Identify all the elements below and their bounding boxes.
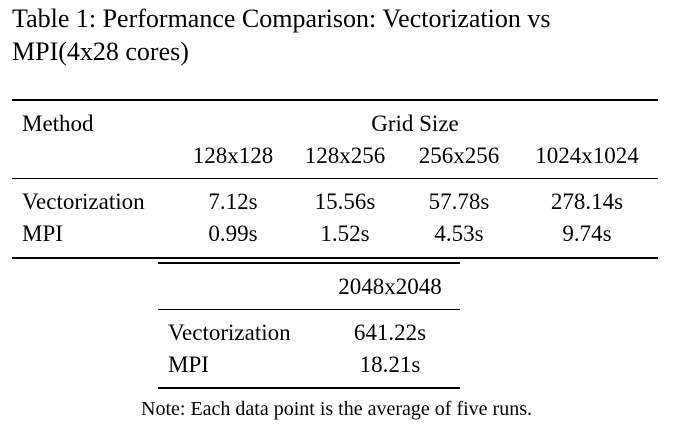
header-rule — [12, 178, 658, 179]
column-header-128x128: 128x128 — [192, 143, 274, 168]
row-vectorization-method: Vectorization — [22, 189, 145, 214]
bottom-rule — [12, 257, 658, 259]
continuation-row-mpi-method: MPI — [168, 352, 209, 377]
row-mpi-256x256: 4.53s — [434, 221, 484, 246]
row-mpi-128x128: 0.99s — [208, 221, 258, 246]
row-mpi-method: MPI — [22, 221, 63, 246]
continuation-header-rule — [158, 309, 460, 310]
continuation-top-rule — [158, 262, 460, 264]
column-header-128x256: 128x256 — [304, 143, 386, 168]
table-caption: Table 1: Performance Comparison: Vectori… — [12, 2, 662, 68]
row-vectorization-128x256: 15.56s — [314, 189, 376, 214]
column-header-2048x2048: 2048x2048 — [338, 274, 442, 299]
column-header-256x256: 256x256 — [418, 143, 500, 168]
caption-line-2: MPI(4x28 cores) — [12, 37, 189, 66]
continuation-bottom-rule — [158, 387, 460, 389]
column-header-1024x1024: 1024x1024 — [535, 143, 639, 168]
continuation-row-vectorization-method: Vectorization — [168, 320, 291, 345]
table-note: Note: Each data point is the average of … — [141, 398, 532, 420]
row-mpi-128x256: 1.52s — [320, 221, 370, 246]
row-vectorization-256x256: 57.78s — [428, 189, 490, 214]
method-header: Method — [22, 111, 94, 136]
row-mpi-1024x1024: 9.74s — [562, 221, 612, 246]
continuation-row-mpi-2048x2048: 18.21s — [359, 352, 421, 377]
row-vectorization-128x128: 7.12s — [208, 189, 258, 214]
continuation-row-vectorization-2048x2048: 641.22s — [353, 320, 427, 345]
caption-line-1: Table 1: Performance Comparison: Vectori… — [12, 4, 551, 33]
top-rule — [12, 99, 658, 101]
row-vectorization-1024x1024: 278.14s — [550, 189, 624, 214]
grid-size-header: Grid Size — [371, 111, 459, 136]
